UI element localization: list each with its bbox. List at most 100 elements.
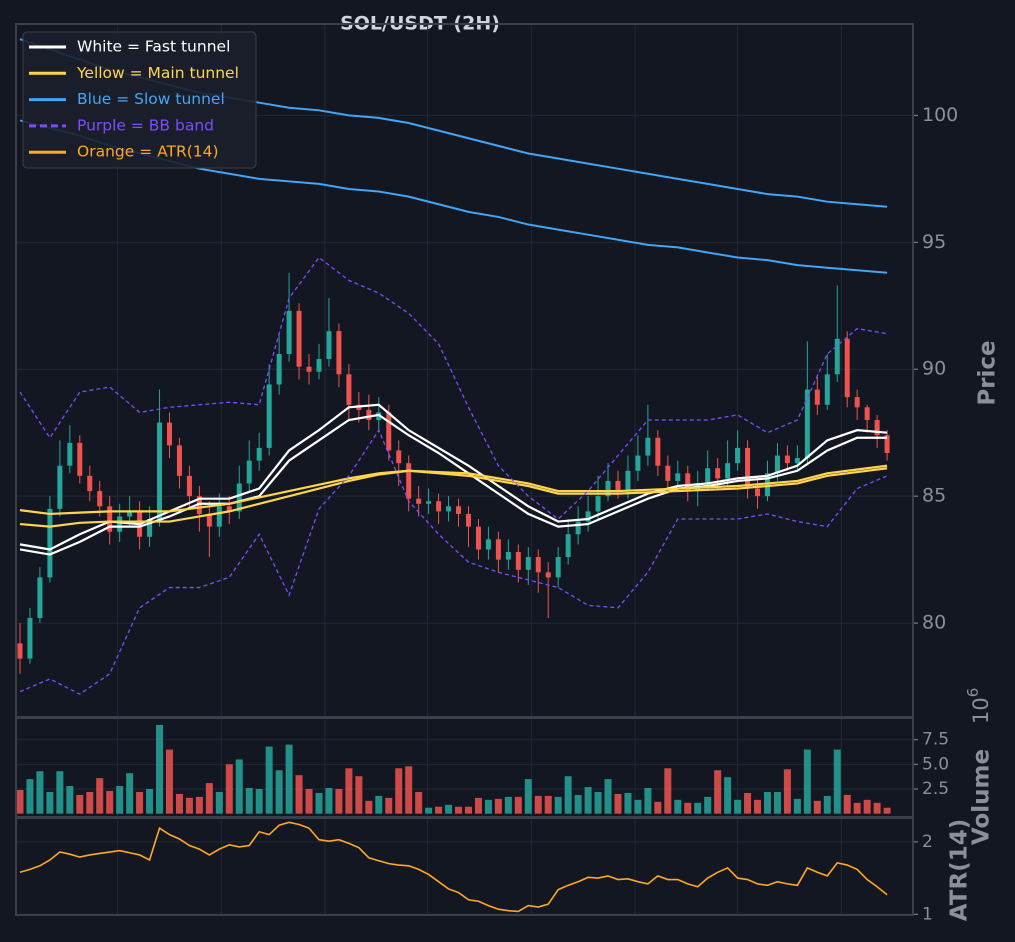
volume-bar	[634, 799, 642, 814]
candle-body	[475, 526, 481, 550]
volume-bar	[445, 804, 453, 814]
volume-bar	[205, 783, 213, 814]
candle-body	[97, 491, 103, 507]
volume-bar	[96, 778, 104, 814]
candle-body	[186, 475, 192, 497]
candle-body	[545, 572, 551, 578]
volume-bar	[793, 798, 801, 814]
candle-body	[37, 577, 43, 618]
volume-bar	[16, 789, 24, 814]
legend: White = Fast tunnel Yellow = Main tunnel B…	[22, 31, 257, 169]
volume-bar	[763, 791, 771, 814]
candle-body	[166, 422, 172, 446]
candle-body	[296, 310, 302, 367]
offset-exponent: 6	[964, 688, 982, 698]
volume-bar	[86, 791, 94, 814]
volume-bar	[136, 791, 144, 814]
axis-offset: 106	[964, 688, 994, 724]
volume-bar	[664, 768, 672, 814]
volume-bar	[375, 795, 383, 814]
volume-bar	[584, 787, 592, 814]
candle-body	[157, 422, 163, 519]
volume-bar	[833, 749, 841, 814]
volume-bar	[395, 768, 403, 814]
volume-bar	[873, 802, 881, 814]
candle-body	[485, 539, 491, 550]
indicator-line	[19, 467, 888, 528]
volume-bar	[36, 771, 44, 814]
y-tick-label: 90	[922, 358, 946, 380]
candle-body	[77, 442, 83, 476]
volume-bar	[335, 788, 343, 814]
volume-bar	[106, 790, 114, 814]
candle-body	[326, 331, 332, 360]
volume-bar	[554, 796, 562, 814]
candle-body	[625, 470, 631, 492]
volume-bar	[26, 779, 34, 814]
volume-bar	[175, 793, 183, 814]
volume-bar	[813, 800, 821, 814]
candle-body	[655, 437, 661, 466]
volume-bar	[883, 807, 891, 814]
candle-body	[366, 409, 372, 420]
y-tick-label: 5.0	[922, 754, 949, 774]
candle-body	[824, 374, 830, 405]
candle-body	[525, 557, 531, 570]
volume-bar	[783, 769, 791, 814]
candle-body	[386, 412, 392, 451]
volume-bar	[185, 797, 193, 814]
y-tick-label: 95	[922, 231, 946, 253]
candle-body	[505, 552, 511, 560]
candle-body	[725, 463, 731, 479]
volume-bar	[215, 791, 223, 814]
legend-label: Blue = Slow tunnel	[77, 90, 225, 108]
volume-bar	[594, 791, 602, 814]
volume-bar	[494, 798, 502, 814]
volume-bar	[76, 794, 84, 814]
candle-body	[635, 455, 641, 471]
candle-body	[804, 389, 810, 459]
volume-bar	[694, 802, 702, 814]
volume-bar	[195, 796, 203, 814]
volume-bar	[255, 788, 263, 814]
volume-bar	[46, 791, 54, 814]
indicator-line	[19, 413, 888, 556]
volume-bar	[514, 796, 522, 814]
atr-line	[19, 821, 888, 913]
volume-bar	[853, 802, 861, 814]
volume-bar	[295, 775, 303, 814]
candle-body	[715, 468, 721, 479]
candle-body	[774, 455, 780, 474]
candle-body	[406, 463, 412, 499]
candle-body	[585, 511, 591, 522]
volume-bar	[574, 794, 582, 814]
y-axis-label: Volume	[969, 749, 995, 845]
volume-bar	[66, 786, 74, 814]
candle-body	[784, 455, 790, 464]
candle-body	[57, 465, 63, 509]
indicator-line	[19, 428, 888, 695]
volume-bar	[245, 788, 253, 814]
candle-body	[675, 473, 681, 481]
candle-body	[465, 513, 471, 527]
y-tick-label: 80	[922, 612, 946, 634]
volume-bar	[56, 771, 64, 814]
candle-body	[854, 397, 860, 408]
candle-body	[844, 338, 850, 398]
y-axis-label: ATR(14)	[947, 819, 973, 921]
volume-bar	[544, 795, 552, 814]
candle-body	[645, 437, 651, 456]
volume-bar	[624, 792, 632, 814]
panel	[16, 818, 913, 915]
candle-body	[346, 374, 352, 405]
candle-body	[595, 496, 601, 512]
y-tick-label: 2	[922, 832, 933, 852]
volume-bar	[305, 788, 313, 814]
volume-bar	[684, 802, 692, 814]
volume-bar	[823, 795, 831, 814]
candle-body	[416, 498, 422, 504]
candle-body	[246, 460, 252, 484]
y-tick-label: 7.5	[922, 730, 949, 750]
candle-body	[884, 435, 890, 453]
indicator-line	[19, 403, 888, 551]
